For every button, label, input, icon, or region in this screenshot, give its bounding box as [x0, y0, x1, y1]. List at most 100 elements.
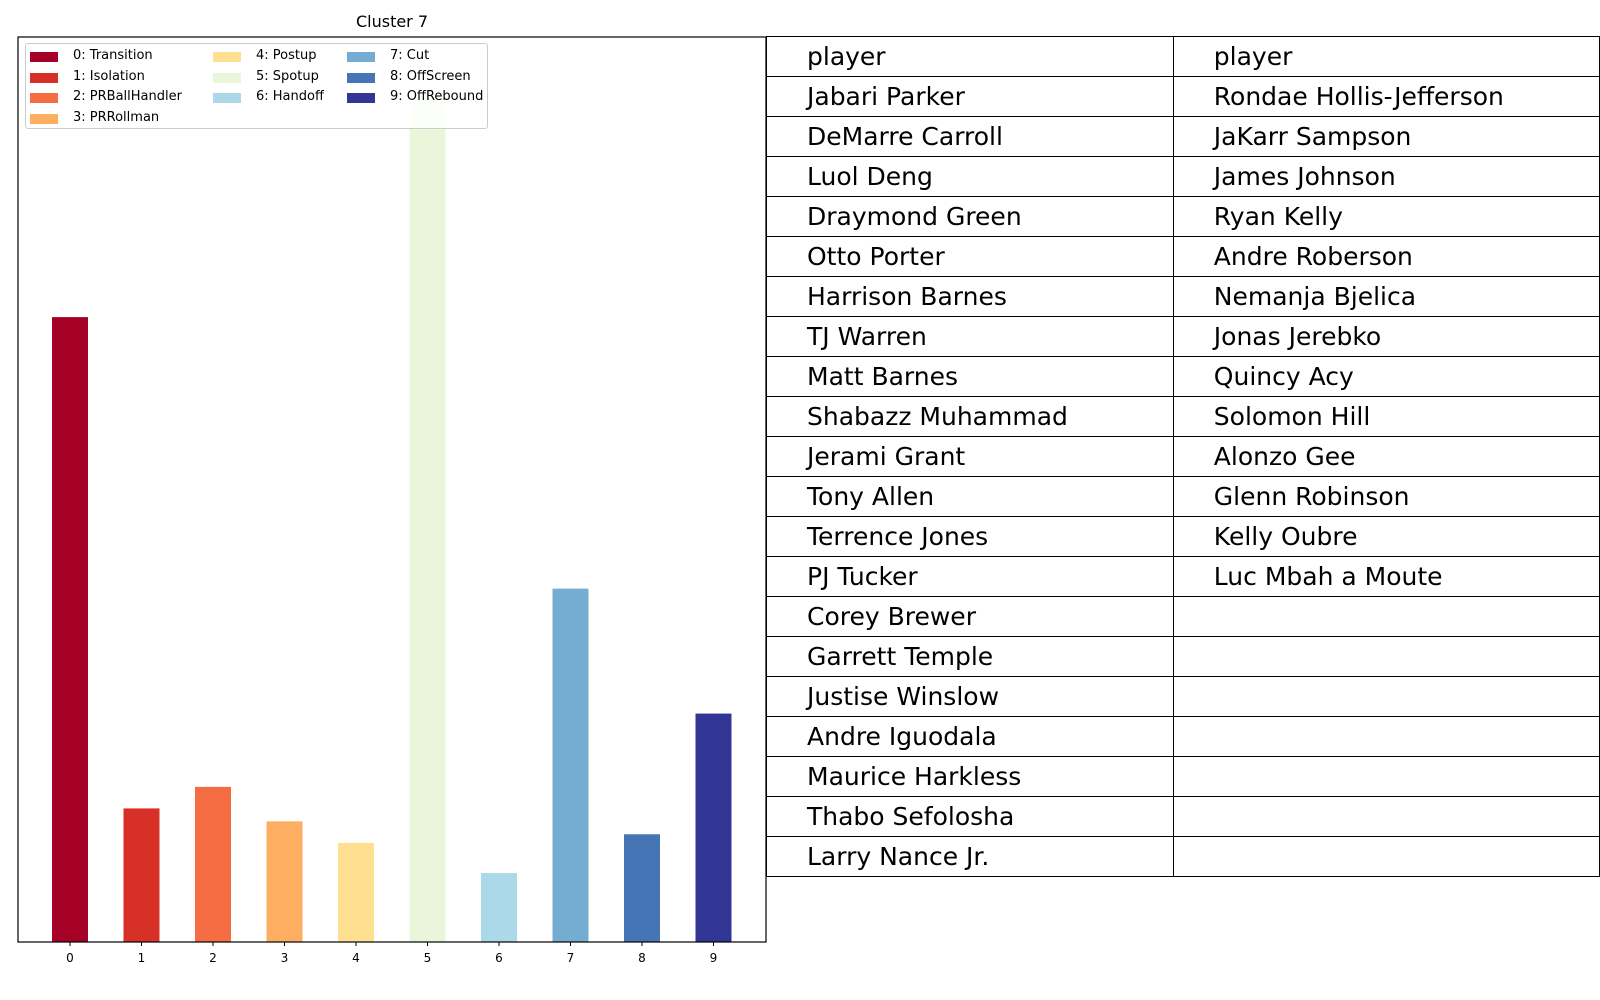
table-row: Harrison Barnes Nemanja Bjelica [766, 276, 1600, 317]
bar [123, 808, 160, 942]
table-cell: Garrett Temple [766, 636, 1174, 677]
table-cell: Maurice Harkless [766, 756, 1174, 797]
table-cell: Otto Porter [766, 236, 1174, 277]
table-cell: Terrence Jones [766, 516, 1174, 557]
table-cell [1172, 796, 1600, 837]
table-cell [1172, 636, 1600, 677]
table-cell: Alonzo Gee [1172, 436, 1600, 477]
x-tick-label: 5 [424, 951, 432, 965]
table-cell: Jerami Grant [766, 436, 1174, 477]
bar [481, 873, 517, 942]
legend-swatch [30, 93, 58, 103]
table-cell: Corey Brewer [766, 596, 1174, 637]
table-row: Andre Iguodala [766, 716, 1600, 757]
table-row: Larry Nance Jr. [766, 836, 1600, 877]
x-tick-label: 7 [567, 951, 575, 965]
table-cell: Jabari Parker [766, 76, 1174, 117]
table-cell: DeMarre Carroll [766, 116, 1174, 157]
legend-swatch [30, 52, 58, 62]
bar [409, 97, 446, 943]
bar [266, 821, 303, 942]
table-cell [1172, 676, 1600, 717]
table-row: Terrence Jones Kelly Oubre [766, 516, 1600, 557]
table-row: DeMarre Carroll JaKarr Sampson [766, 116, 1600, 157]
legend-swatch [30, 73, 58, 83]
legend-label: 8: OffScreen [390, 69, 471, 84]
table-row: TJ Warren Jonas Jerebko [766, 316, 1600, 357]
legend-swatch [213, 93, 241, 103]
bar [52, 317, 88, 943]
bar [552, 588, 589, 942]
legend-label: 5: Spotup [256, 69, 319, 84]
legend-swatch [347, 52, 375, 62]
table-row: Garrett Temple [766, 636, 1600, 677]
table-header-cell: player [1172, 36, 1600, 77]
x-tick-label: 6 [495, 951, 503, 965]
legend-label: 9: OffRebound [390, 89, 484, 104]
legend-label: 6: Handoff [256, 89, 324, 104]
legend-swatch [347, 93, 375, 103]
x-tick-label: 0 [66, 951, 74, 965]
x-tick-label: 1 [138, 951, 146, 965]
table-row: Jabari Parker Rondae Hollis-Jefferson [766, 76, 1600, 117]
legend-label: 7: Cut [390, 48, 430, 63]
chart-legend: 0: Transition 1: Isolation 2: PRBallHandle… [25, 43, 488, 129]
legend-label: 0: Transition [73, 48, 153, 63]
table-cell: PJ Tucker [766, 556, 1174, 597]
x-tick-label: 3 [281, 951, 289, 965]
table-cell: Draymond Green [766, 196, 1174, 237]
table-cell: JaKarr Sampson [1172, 116, 1600, 157]
table-cell [1172, 836, 1600, 877]
table-row: Jerami Grant Alonzo Gee [766, 436, 1600, 477]
bar [695, 713, 732, 942]
table-cell: Shabazz Muhammad [766, 396, 1174, 437]
legend-swatch [30, 114, 58, 124]
x-tick-label: 8 [638, 951, 646, 965]
table-cell: Andre Roberson [1172, 236, 1600, 277]
table-row: Otto Porter Andre Roberson [766, 236, 1600, 277]
legend-label: 2: PRBallHandler [73, 89, 182, 104]
table-cell: Luol Deng [766, 156, 1174, 197]
table-cell: Glenn Robinson [1172, 476, 1600, 517]
table-row: Tony Allen Glenn Robinson [766, 476, 1600, 517]
legend-swatch [347, 73, 375, 83]
table-row: Justise Winslow [766, 676, 1600, 717]
table-cell [1172, 596, 1600, 637]
table-cell: Thabo Sefolosha [766, 796, 1174, 837]
table-cell: Quincy Acy [1172, 356, 1600, 397]
bar [338, 842, 374, 942]
table-cell: Solomon Hill [1172, 396, 1600, 437]
chart-title: Cluster 7 [355, 12, 429, 31]
player-table: player player Jabari Parker Rondae Hollis… [766, 36, 1600, 877]
table-header-row: player player [766, 36, 1600, 77]
table-cell [1172, 716, 1600, 757]
bar [195, 786, 231, 942]
table-cell: Luc Mbah a Moute [1172, 556, 1600, 597]
table-row: Thabo Sefolosha [766, 796, 1600, 837]
table-row: Maurice Harkless [766, 756, 1600, 797]
legend-swatch [213, 73, 241, 83]
bar [624, 834, 660, 942]
table-cell: Kelly Oubre [1172, 516, 1600, 557]
table-cell: Nemanja Bjelica [1172, 276, 1600, 317]
x-tick-label: 2 [209, 951, 217, 965]
table-row: Matt Barnes Quincy Acy [766, 356, 1600, 397]
table-cell: James Johnson [1172, 156, 1600, 197]
legend-label: 4: Postup [256, 48, 317, 63]
table-row: PJ Tucker Luc Mbah a Moute [766, 556, 1600, 597]
table-row: Luol Deng James Johnson [766, 156, 1600, 197]
legend-swatch [213, 52, 241, 62]
legend-label: 3: PRRollman [73, 110, 160, 125]
table-cell: Ryan Kelly [1172, 196, 1600, 237]
x-tick-label: 9 [710, 951, 718, 965]
x-tick-label: 4 [352, 951, 360, 965]
plot-frame [17, 36, 767, 943]
table-cell: Justise Winslow [766, 676, 1174, 717]
table-header-cell: player [766, 36, 1174, 77]
table-cell [1172, 756, 1600, 797]
table-cell: Jonas Jerebko [1172, 316, 1600, 357]
table-row: Draymond Green Ryan Kelly [766, 196, 1600, 237]
table-cell: Harrison Barnes [766, 276, 1174, 317]
table-row: Shabazz Muhammad Solomon Hill [766, 396, 1600, 437]
